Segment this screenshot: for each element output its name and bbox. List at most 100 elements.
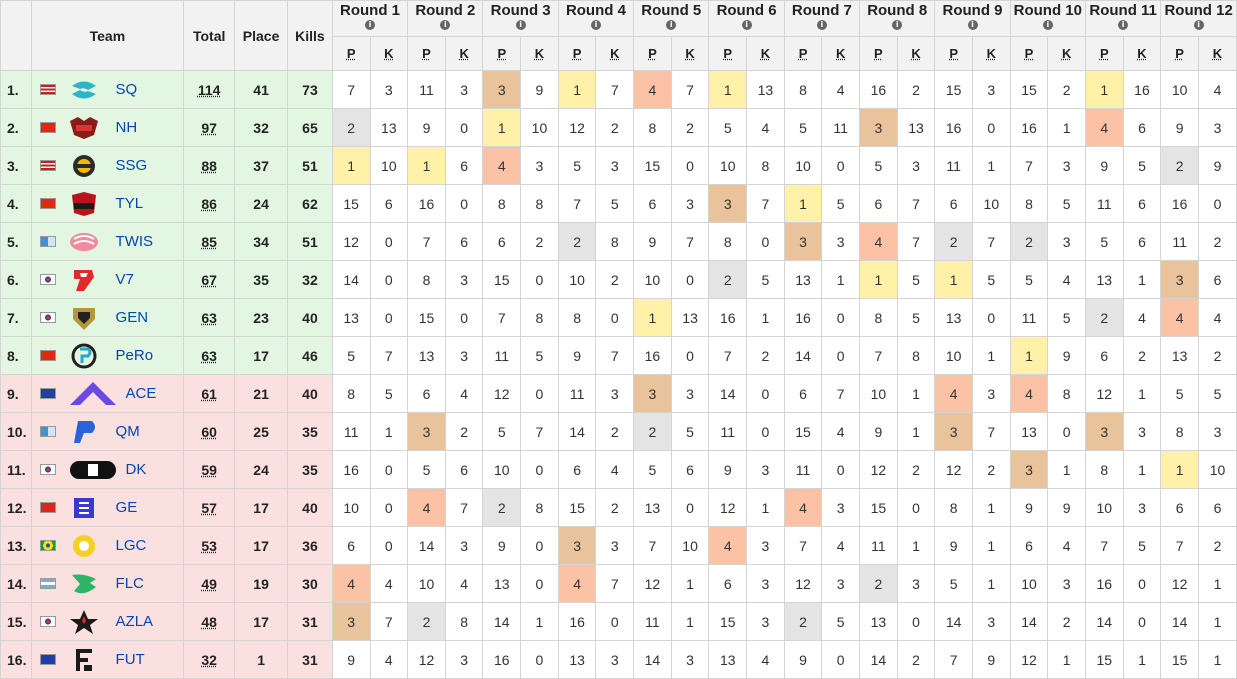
placement-sort-header[interactable]: P bbox=[708, 36, 748, 71]
team-link[interactable]: LGC bbox=[115, 537, 147, 554]
round-label: Round 11 bbox=[1089, 2, 1157, 19]
team-link[interactable]: FUT bbox=[115, 651, 145, 668]
total-cell[interactable]: 88 bbox=[183, 146, 236, 185]
kills-cell: 1 bbox=[670, 564, 710, 603]
placement-cell: 5 bbox=[1160, 374, 1199, 413]
total-cell[interactable]: 114 bbox=[183, 70, 236, 109]
team-link[interactable]: AZLA bbox=[115, 613, 154, 630]
kills-sort-header[interactable]: K bbox=[595, 36, 635, 71]
team-link[interactable]: ACE bbox=[125, 385, 157, 402]
total-cell[interactable]: 67 bbox=[183, 260, 236, 299]
placement-cell: 4 bbox=[783, 488, 823, 527]
total-cell[interactable]: 57 bbox=[183, 488, 236, 527]
placement-cell: 10 bbox=[783, 146, 823, 185]
info-icon[interactable]: i bbox=[440, 20, 451, 30]
kills-cell: 46 bbox=[287, 336, 333, 375]
kills-sort-header[interactable]: K bbox=[821, 36, 861, 71]
placement-sort-header[interactable]: P bbox=[934, 36, 973, 71]
kills-sort-header[interactable]: K bbox=[1047, 36, 1086, 71]
placement-cell: 13 bbox=[482, 564, 522, 603]
placement-sort-header[interactable]: P bbox=[633, 36, 672, 71]
info-icon[interactable]: i bbox=[1193, 20, 1204, 30]
total-cell[interactable]: 59 bbox=[183, 450, 236, 489]
kills-cell: 3 bbox=[972, 374, 1011, 413]
kills-cell: 40 bbox=[287, 298, 333, 337]
rank-header bbox=[0, 0, 32, 71]
info-icon[interactable]: i bbox=[816, 20, 827, 30]
eu-flag-icon bbox=[39, 388, 56, 399]
total-cell[interactable]: 63 bbox=[183, 298, 236, 337]
team-link[interactable]: SQ bbox=[115, 81, 138, 98]
total-cell[interactable]: 86 bbox=[183, 184, 236, 223]
team-link[interactable]: TYL bbox=[115, 195, 144, 212]
team-link[interactable]: GEN bbox=[115, 309, 149, 326]
placement-sort-header[interactable]: P bbox=[331, 36, 371, 71]
team-link[interactable]: PeRo bbox=[115, 347, 154, 364]
kills-cell: 73 bbox=[287, 70, 333, 109]
placement-cell: 13 bbox=[407, 336, 446, 375]
placement-sort-header[interactable]: P bbox=[1009, 36, 1049, 71]
kills-header[interactable]: Kills bbox=[287, 0, 333, 71]
kills-sort-header[interactable]: K bbox=[1122, 36, 1162, 71]
team-link[interactable]: QM bbox=[115, 423, 140, 440]
team-cell: SQ bbox=[30, 70, 185, 109]
kills-cell: 4 bbox=[444, 564, 484, 603]
place-header[interactable]: Place bbox=[234, 0, 289, 71]
info-icon[interactable]: i bbox=[666, 20, 677, 30]
kills-sort-header[interactable]: K bbox=[746, 36, 785, 71]
place-cell: 17 bbox=[234, 488, 289, 527]
kills-cell: 7 bbox=[444, 488, 484, 527]
placement-sort-header[interactable]: P bbox=[1084, 36, 1124, 71]
table-row: 12. GE 57 17 40 10 0 4 7 2 8 15 2 13 0 12 1 4 3 15 0 8 1 9 9 10 3 6… bbox=[0, 488, 1237, 527]
total-cell[interactable]: 61 bbox=[183, 374, 236, 413]
team-link[interactable]: DK bbox=[125, 461, 147, 478]
team-link[interactable]: V7 bbox=[115, 271, 134, 288]
info-icon[interactable]: i bbox=[967, 20, 978, 30]
placement-sort-header[interactable]: P bbox=[859, 36, 898, 71]
placement-sort-header[interactable]: P bbox=[482, 36, 522, 71]
placement-cell: 11 bbox=[1009, 298, 1049, 337]
kills-sort-header[interactable]: K bbox=[520, 36, 559, 71]
info-icon[interactable]: i bbox=[1118, 20, 1129, 30]
info-icon[interactable]: i bbox=[590, 20, 601, 30]
placement-sort-header[interactable]: P bbox=[783, 36, 823, 71]
info-icon[interactable]: i bbox=[1042, 20, 1053, 30]
info-icon[interactable]: i bbox=[892, 20, 903, 30]
total-cell[interactable]: 53 bbox=[183, 526, 236, 565]
kills-sort-header[interactable]: K bbox=[972, 36, 1011, 71]
kills-sort-header[interactable]: K bbox=[670, 36, 710, 71]
team-cell: GE bbox=[30, 488, 185, 527]
total-cell[interactable]: 60 bbox=[183, 412, 236, 451]
placement-sort-header[interactable]: P bbox=[407, 36, 446, 71]
team-link[interactable]: NH bbox=[115, 119, 138, 136]
placement-cell: 6 bbox=[783, 374, 823, 413]
total-cell[interactable]: 49 bbox=[183, 564, 236, 603]
kills-sort-header[interactable]: K bbox=[369, 36, 409, 71]
kills-cell: 7 bbox=[896, 184, 936, 223]
info-icon[interactable]: i bbox=[515, 20, 526, 30]
kills-sort-header[interactable]: K bbox=[896, 36, 936, 71]
team-header[interactable]: Team bbox=[30, 0, 185, 71]
kills-sort-header[interactable]: K bbox=[1197, 36, 1237, 71]
team-link[interactable]: GE bbox=[115, 499, 138, 516]
kills-cell: 0 bbox=[1047, 412, 1086, 451]
total-cell[interactable]: 63 bbox=[183, 336, 236, 375]
placement-sort-header[interactable]: P bbox=[1160, 36, 1199, 71]
total-cell[interactable]: 48 bbox=[183, 602, 236, 641]
total-header[interactable]: Total bbox=[183, 0, 236, 71]
total-cell[interactable]: 85 bbox=[183, 222, 236, 261]
total-cell[interactable]: 97 bbox=[183, 108, 236, 147]
placement-sort-header[interactable]: P bbox=[557, 36, 597, 71]
kills-cell: 7 bbox=[821, 374, 861, 413]
kills-cell: 5 bbox=[1047, 298, 1086, 337]
team-link[interactable]: TWIS bbox=[115, 233, 154, 250]
kills-cell: 4 bbox=[821, 526, 861, 565]
team-link[interactable]: SSG bbox=[115, 157, 148, 174]
team-link[interactable]: FLC bbox=[115, 575, 144, 592]
placement-cell: 8 bbox=[557, 298, 597, 337]
info-icon[interactable]: i bbox=[741, 20, 752, 30]
total-cell[interactable]: 32 bbox=[183, 640, 236, 679]
kills-cell: 3 bbox=[520, 146, 559, 185]
info-icon[interactable]: i bbox=[365, 20, 375, 30]
kills-sort-header[interactable]: K bbox=[444, 36, 484, 71]
